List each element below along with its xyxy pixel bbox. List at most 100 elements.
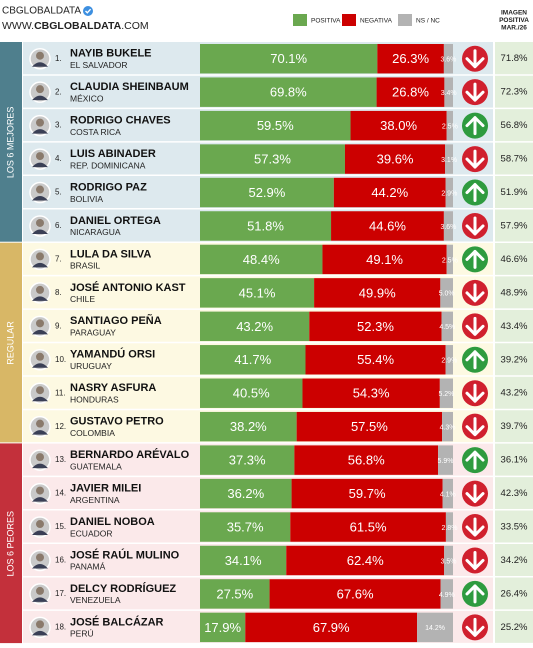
- bar-segment: [438, 445, 453, 475]
- photo-body: [32, 363, 48, 368]
- bar-segment: [200, 211, 332, 241]
- bar-value-label: 49.9%: [359, 285, 396, 300]
- group-label: LOS 6 PEORES: [5, 511, 15, 577]
- bar-value-label: 27.5%: [216, 586, 253, 601]
- photo-body: [32, 229, 48, 234]
- country: COLOMBIA: [70, 428, 115, 438]
- bar-segment: [269, 579, 441, 609]
- bar-value-label: 70.1%: [270, 51, 307, 66]
- trend-arrow: [465, 216, 485, 236]
- photo-head: [36, 553, 44, 562]
- bar-segment: [440, 278, 453, 308]
- country: COSTA RICA: [70, 127, 121, 137]
- bar-value-label: 26.3%: [392, 51, 429, 66]
- imagen-title: MAR./26: [501, 25, 527, 32]
- bar-segment: [377, 44, 444, 74]
- bar-value-label: 2.5%: [442, 123, 458, 130]
- bar-segment: [200, 512, 291, 542]
- bar-segment: [439, 378, 453, 408]
- name: GUSTAVO PETRO: [70, 416, 164, 428]
- photo-head: [36, 285, 44, 294]
- brand: CBGLOBALDATA: [2, 6, 81, 17]
- photo-head: [36, 218, 44, 227]
- bar-value-label: 54.3%: [353, 386, 390, 401]
- bar-value-label: 40.5%: [233, 386, 270, 401]
- imagen-value: 36.1%: [501, 455, 528, 466]
- rank: 17.: [55, 589, 66, 598]
- photo-body: [32, 296, 48, 301]
- name: NASRY ASFURA: [70, 382, 156, 394]
- bar-segment: [442, 411, 453, 442]
- imagen-value: 39.2%: [501, 354, 528, 365]
- legend-swatch: [398, 14, 412, 26]
- photo-head: [36, 319, 44, 328]
- imagen-value: 43.4%: [501, 321, 528, 332]
- trend-arrow: [465, 183, 485, 203]
- bar-segment: [322, 244, 447, 275]
- photo-head: [36, 453, 44, 462]
- trend-arrow: [465, 484, 485, 504]
- rank: 2.: [55, 87, 62, 96]
- photo-body: [32, 95, 48, 101]
- bar-segment: [442, 478, 453, 509]
- bar-segment: [309, 311, 442, 342]
- bar-segment: [444, 77, 453, 107]
- bar-segment: [200, 244, 323, 275]
- bar-value-label: 67.6%: [337, 586, 374, 601]
- photo-body: [32, 430, 48, 435]
- photo-head: [36, 419, 44, 428]
- country: ARGENTINA: [70, 495, 120, 505]
- imagen-value: 26.4%: [501, 588, 528, 599]
- rank: 5.: [55, 188, 62, 197]
- bar-segment: [200, 311, 310, 342]
- imagen-value: 48.9%: [501, 287, 528, 298]
- bar-value-label: 2.8%: [441, 525, 457, 532]
- country: EL SALVADOR: [70, 60, 127, 70]
- imagen-value: 42.3%: [501, 488, 528, 499]
- rank: 6.: [55, 221, 62, 230]
- trend-arrow: [465, 149, 485, 169]
- bar-value-label: 4.1%: [440, 491, 456, 498]
- bar-segment: [291, 478, 443, 509]
- country: NICARAGUA: [70, 227, 121, 237]
- imagen-value: 39.7%: [501, 421, 528, 432]
- bar-value-label: 57.3%: [254, 152, 291, 167]
- bar-value-label: 5.2%: [438, 391, 454, 398]
- bar-value-label: 2.9%: [441, 190, 457, 197]
- photo-body: [32, 262, 48, 268]
- name: DANIEL NOBOA: [70, 516, 155, 528]
- bar-segment: [445, 345, 453, 375]
- bar-value-label: 41.7%: [234, 352, 271, 367]
- imagen-value: 56.8%: [501, 120, 528, 131]
- photo-head: [36, 85, 44, 94]
- trend-arrow: [465, 450, 485, 470]
- photo-head: [36, 185, 44, 194]
- bar-value-label: 51.8%: [247, 218, 284, 233]
- bar-segment: [200, 278, 315, 308]
- bar-value-label: 26.8%: [392, 85, 429, 100]
- bar-value-label: 48.4%: [243, 252, 280, 267]
- rank: 11.: [55, 388, 66, 397]
- trend-arrow: [465, 350, 485, 370]
- group-band: [0, 443, 22, 644]
- imagen-value: 46.6%: [501, 254, 528, 265]
- imagen-value: 57.9%: [501, 220, 528, 231]
- bar-value-label: 39.6%: [377, 152, 414, 167]
- bar-segment: [245, 612, 418, 643]
- bar-value-label: 5.9%: [438, 458, 454, 465]
- bar-segment: [200, 44, 378, 74]
- country: PARAGUAY: [70, 328, 116, 338]
- bar-value-label: 59.7%: [349, 486, 386, 501]
- bar-value-label: 37.3%: [229, 453, 266, 468]
- bar-segment: [376, 77, 445, 107]
- bar-segment: [200, 177, 334, 208]
- imagen-value: 43.2%: [501, 388, 528, 399]
- bar-segment: [200, 411, 297, 442]
- photo-head: [36, 252, 44, 261]
- trend-arrow: [465, 584, 485, 604]
- group-label: LOS 6 MEJORES: [5, 107, 15, 179]
- bar-segment: [302, 378, 440, 408]
- bar-value-label: 55.4%: [357, 352, 394, 367]
- photo-head: [36, 51, 44, 60]
